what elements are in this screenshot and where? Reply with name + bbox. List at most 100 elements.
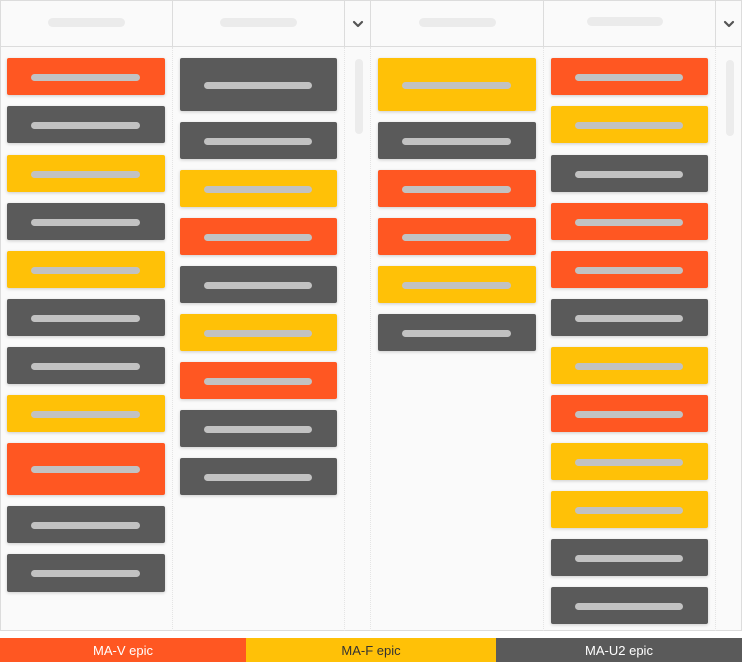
card-title-placeholder [31,218,140,226]
card-title-placeholder [31,362,140,370]
card-title-placeholder [575,73,683,81]
column-group-2-dropdown-button[interactable] [716,1,742,47]
card-title-placeholder [204,137,312,145]
card-title-placeholder [31,73,140,81]
card-title-placeholder [575,314,683,322]
card-ma-f[interactable] [551,491,708,528]
column-group-1-dropdown-button[interactable] [345,1,371,47]
card-title-placeholder [575,362,683,370]
card-title-placeholder [575,218,683,226]
card-title-placeholder [31,314,140,322]
card-title-placeholder [31,521,140,529]
card-ma-f[interactable] [180,314,337,351]
card-ma-u2[interactable] [551,587,708,624]
column-title-placeholder [419,18,496,27]
column-header-3[interactable] [371,1,544,47]
card-ma-u2[interactable] [180,410,337,447]
card-title-placeholder [575,266,683,274]
card-title-placeholder [204,329,312,337]
card-title-placeholder [31,570,140,577]
card-title-placeholder [31,266,140,274]
card-ma-u2[interactable] [7,106,165,143]
card-title-placeholder [204,185,312,193]
card-ma-f[interactable] [378,58,536,111]
card-title-placeholder [575,410,683,418]
card-title-placeholder [402,81,511,89]
chevron-down-icon [723,20,735,28]
scrollbar-group-1[interactable] [355,59,363,134]
card-ma-v[interactable] [7,58,165,95]
card-ma-f[interactable] [7,155,165,192]
card-title-placeholder [31,121,140,129]
card-title-placeholder [575,458,683,466]
card-title-placeholder [575,121,683,129]
card-ma-f[interactable] [7,395,165,432]
card-ma-u2[interactable] [551,155,708,192]
card-ma-v[interactable] [180,362,337,399]
column-header-4[interactable] [544,1,716,47]
card-title-placeholder [402,281,511,289]
card-ma-v[interactable] [551,203,708,240]
card-ma-u2[interactable] [551,299,708,336]
scrollbar-group-2[interactable] [726,60,734,136]
card-title-placeholder [31,466,140,473]
column-header-1[interactable] [1,1,173,47]
card-ma-f[interactable] [551,347,708,384]
card-ma-v[interactable] [378,170,536,207]
card-title-placeholder [204,233,312,241]
card-ma-f[interactable] [551,443,708,480]
card-ma-v[interactable] [551,251,708,288]
column-title-placeholder [587,17,663,26]
card-ma-u2[interactable] [180,122,337,159]
legend-item-ma-u2: MA-U2 epic [496,638,742,662]
card-ma-u2[interactable] [7,506,165,543]
kanban-board [0,0,742,631]
card-ma-v[interactable] [378,218,536,255]
card-ma-u2[interactable] [180,266,337,303]
card-title-placeholder [204,473,312,481]
card-ma-u2[interactable] [378,122,536,159]
card-ma-v[interactable] [551,58,708,95]
card-title-placeholder [204,81,312,89]
card-ma-u2[interactable] [378,314,536,351]
card-title-placeholder [402,329,511,337]
card-ma-u2[interactable] [7,347,165,384]
card-title-placeholder [31,410,140,418]
epic-legend: MA-V epic MA-F epic MA-U2 epic [0,638,742,662]
legend-item-ma-f: MA-F epic [246,638,496,662]
card-title-placeholder [204,425,312,433]
card-ma-f[interactable] [378,266,536,303]
card-title-placeholder [204,281,312,289]
card-ma-v[interactable] [551,395,708,432]
card-title-placeholder [575,506,683,514]
legend-item-ma-v: MA-V epic [0,638,246,662]
card-title-placeholder [575,170,683,178]
column-4 [544,47,716,631]
card-title-placeholder [402,233,511,241]
card-ma-u2[interactable] [7,203,165,240]
card-ma-u2[interactable] [180,58,337,111]
card-ma-f[interactable] [7,251,165,288]
card-ma-u2[interactable] [7,299,165,336]
card-ma-v[interactable] [7,443,165,495]
column-2 [173,47,345,631]
board-header [1,1,741,47]
card-title-placeholder [402,185,511,193]
card-title-placeholder [204,377,312,385]
card-ma-u2[interactable] [7,554,165,592]
column-1 [1,47,173,631]
card-ma-u2[interactable] [180,458,337,495]
card-title-placeholder [575,602,683,610]
card-ma-u2[interactable] [551,539,708,576]
column-3 [371,47,544,631]
card-ma-f[interactable] [551,106,708,143]
column-title-placeholder [48,18,125,27]
card-title-placeholder [402,137,511,145]
column-title-placeholder [220,18,297,27]
card-title-placeholder [31,170,140,178]
column-header-2[interactable] [173,1,345,47]
card-title-placeholder [575,554,683,562]
card-ma-v[interactable] [180,218,337,255]
card-ma-f[interactable] [180,170,337,207]
scroll-gutter-1 [345,47,371,631]
